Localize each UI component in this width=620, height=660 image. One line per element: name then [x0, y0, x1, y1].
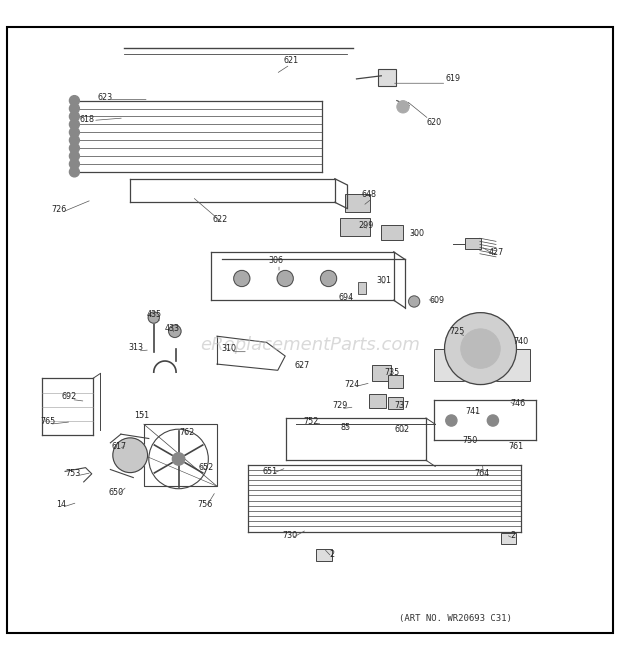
- Text: 730: 730: [283, 531, 298, 541]
- Bar: [388, 375, 403, 388]
- Text: 762: 762: [180, 428, 195, 437]
- Text: 652: 652: [198, 463, 213, 472]
- Text: 435: 435: [146, 310, 161, 319]
- Bar: [381, 224, 403, 240]
- Text: 620: 620: [427, 117, 441, 127]
- Bar: [345, 193, 370, 213]
- Text: 301: 301: [377, 276, 392, 285]
- Text: 735: 735: [384, 368, 399, 377]
- Bar: [434, 348, 530, 381]
- Bar: [340, 218, 370, 236]
- Circle shape: [234, 271, 250, 286]
- Text: 151: 151: [134, 411, 149, 420]
- Bar: [372, 366, 391, 381]
- Text: 2: 2: [511, 531, 516, 541]
- Text: 313: 313: [129, 343, 144, 352]
- Text: 725: 725: [450, 327, 465, 336]
- Text: (ART NO. WR20693 C31): (ART NO. WR20693 C31): [399, 614, 512, 622]
- Circle shape: [487, 415, 498, 426]
- Text: 750: 750: [463, 436, 477, 445]
- Circle shape: [69, 104, 79, 114]
- Text: 650: 650: [109, 488, 124, 497]
- Circle shape: [69, 119, 79, 129]
- Circle shape: [397, 100, 409, 113]
- Text: 724: 724: [345, 380, 360, 389]
- Text: 627: 627: [295, 362, 310, 370]
- Text: 14: 14: [56, 500, 66, 510]
- Bar: [388, 397, 403, 409]
- Circle shape: [277, 271, 293, 286]
- Text: 753: 753: [66, 469, 81, 478]
- Text: 300: 300: [409, 230, 424, 238]
- Text: 761: 761: [508, 442, 523, 451]
- Text: 617: 617: [112, 442, 126, 451]
- Text: 602: 602: [394, 424, 409, 434]
- Text: 648: 648: [361, 190, 376, 199]
- Text: 765: 765: [41, 417, 56, 426]
- Text: 2: 2: [329, 550, 334, 559]
- Text: 618: 618: [79, 115, 94, 123]
- Circle shape: [69, 159, 79, 169]
- Text: 310: 310: [222, 344, 237, 353]
- Circle shape: [461, 329, 500, 368]
- Bar: [316, 550, 332, 560]
- Circle shape: [69, 96, 79, 106]
- Text: 752: 752: [304, 417, 319, 426]
- Circle shape: [409, 296, 420, 307]
- Circle shape: [169, 325, 181, 337]
- Text: 746: 746: [510, 399, 525, 408]
- Circle shape: [113, 438, 148, 473]
- Text: 651: 651: [262, 467, 277, 476]
- Text: eReplacementParts.com: eReplacementParts.com: [200, 337, 420, 354]
- Text: 433: 433: [165, 324, 180, 333]
- Text: 692: 692: [62, 393, 77, 401]
- Text: 764: 764: [475, 469, 490, 478]
- Circle shape: [446, 415, 457, 426]
- Text: 306: 306: [268, 256, 283, 265]
- Bar: [144, 424, 217, 486]
- Circle shape: [69, 151, 79, 161]
- Text: 427: 427: [489, 248, 503, 257]
- Bar: [369, 394, 386, 407]
- Text: 619: 619: [445, 75, 460, 83]
- Bar: [378, 69, 396, 86]
- Text: 729: 729: [332, 401, 347, 410]
- Circle shape: [69, 135, 79, 145]
- Text: 737: 737: [394, 401, 409, 410]
- Text: 609: 609: [430, 296, 445, 305]
- Text: 299: 299: [358, 221, 373, 230]
- Text: 694: 694: [339, 293, 353, 302]
- Bar: [501, 533, 516, 544]
- Circle shape: [148, 312, 159, 323]
- Text: 756: 756: [197, 500, 212, 510]
- Text: 740: 740: [513, 337, 528, 346]
- Text: 726: 726: [51, 205, 66, 214]
- Text: 621: 621: [284, 56, 299, 65]
- Text: 85: 85: [341, 424, 351, 432]
- Circle shape: [445, 313, 516, 385]
- Circle shape: [69, 167, 79, 177]
- Circle shape: [69, 127, 79, 137]
- Circle shape: [172, 453, 185, 465]
- Text: 622: 622: [213, 215, 228, 224]
- Circle shape: [321, 271, 337, 286]
- Circle shape: [69, 143, 79, 153]
- Bar: [465, 238, 480, 249]
- Text: 623: 623: [98, 93, 113, 102]
- Bar: [358, 282, 366, 294]
- Circle shape: [69, 112, 79, 121]
- Text: 741: 741: [465, 407, 480, 416]
